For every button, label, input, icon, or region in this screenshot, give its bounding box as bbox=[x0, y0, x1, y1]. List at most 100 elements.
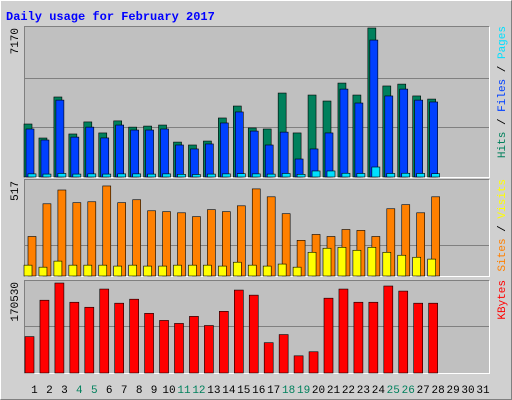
bar bbox=[251, 173, 261, 178]
bar bbox=[249, 130, 259, 178]
x-tick-label: 11 bbox=[177, 385, 191, 397]
bar bbox=[431, 173, 440, 178]
bar bbox=[42, 203, 52, 277]
x-tick-label: 2 bbox=[46, 385, 53, 397]
bar bbox=[40, 139, 50, 178]
x-tick-label: 10 bbox=[162, 385, 175, 397]
bar bbox=[413, 302, 424, 374]
x-tick-label: 15 bbox=[237, 385, 250, 397]
x-tick-label: 1 bbox=[31, 385, 38, 397]
bar bbox=[175, 144, 184, 178]
bar bbox=[219, 311, 229, 374]
bar bbox=[218, 265, 227, 277]
bar bbox=[143, 265, 152, 277]
bar bbox=[147, 173, 156, 178]
bar bbox=[427, 258, 436, 277]
bar bbox=[99, 288, 110, 374]
bar bbox=[277, 263, 287, 277]
x-tick-label: 29 bbox=[446, 385, 459, 397]
bar bbox=[412, 256, 422, 277]
bar bbox=[383, 285, 394, 374]
x-tick-label: 9 bbox=[151, 385, 158, 397]
x-tick-label: 7 bbox=[121, 385, 128, 397]
bar bbox=[188, 264, 197, 277]
bar bbox=[353, 301, 364, 374]
x-tick-label: 12 bbox=[192, 385, 205, 397]
bar bbox=[57, 173, 67, 178]
plot-border-light bbox=[24, 26, 490, 178]
bar bbox=[248, 294, 259, 374]
bar bbox=[204, 325, 214, 374]
bar bbox=[72, 173, 82, 178]
bar bbox=[100, 137, 110, 178]
x-tick-label: 26 bbox=[402, 385, 415, 397]
x-tick-label: 6 bbox=[106, 385, 113, 397]
bar bbox=[399, 88, 409, 178]
legend-entry: Hits bbox=[497, 132, 509, 158]
y-tick-label: 7170 bbox=[10, 28, 22, 54]
bar bbox=[132, 173, 141, 178]
legend: Sites / Visits bbox=[497, 179, 509, 271]
bar bbox=[384, 95, 394, 178]
bar bbox=[38, 266, 48, 277]
bar bbox=[281, 173, 291, 178]
legend-entry: Visits bbox=[497, 179, 509, 219]
legend-entry: Files bbox=[497, 79, 509, 112]
bar bbox=[162, 173, 171, 178]
bar bbox=[307, 251, 317, 277]
bar bbox=[144, 313, 154, 374]
x-tick-label: 21 bbox=[327, 385, 341, 397]
bar bbox=[311, 170, 321, 178]
bar bbox=[368, 301, 379, 374]
bar bbox=[207, 173, 216, 178]
bar bbox=[25, 128, 35, 178]
legend-entry: Sites bbox=[497, 238, 509, 271]
bar bbox=[234, 289, 244, 374]
bar bbox=[266, 173, 276, 178]
legend: KBytes bbox=[497, 280, 509, 320]
bar bbox=[83, 264, 93, 277]
bar bbox=[192, 174, 201, 178]
x-tick-label: 13 bbox=[207, 385, 220, 397]
bar bbox=[98, 264, 108, 277]
bar bbox=[115, 124, 124, 178]
x-tick-label: 3 bbox=[61, 385, 68, 397]
bar bbox=[203, 264, 212, 277]
bar bbox=[114, 302, 124, 374]
bar bbox=[338, 288, 349, 374]
bar bbox=[341, 172, 351, 178]
bar bbox=[68, 264, 78, 277]
bar bbox=[323, 297, 334, 374]
bar bbox=[190, 148, 199, 178]
bar bbox=[39, 299, 50, 374]
bar bbox=[84, 306, 95, 374]
legend-separator: / bbox=[497, 112, 509, 132]
x-tick-label: 27 bbox=[417, 385, 430, 397]
plot-border-light bbox=[24, 280, 490, 374]
bar bbox=[23, 264, 33, 277]
bar bbox=[54, 282, 65, 374]
plot-border-dark bbox=[24, 179, 490, 277]
bar bbox=[117, 173, 126, 178]
bar bbox=[205, 143, 214, 178]
bar bbox=[398, 290, 409, 374]
x-tick-label: 16 bbox=[252, 385, 265, 397]
x-tick-label: 31 bbox=[476, 385, 490, 397]
bar bbox=[266, 196, 276, 277]
x-tick-label: 23 bbox=[357, 385, 370, 397]
bar bbox=[102, 173, 112, 178]
bar bbox=[382, 251, 392, 277]
bar bbox=[369, 39, 379, 178]
bar bbox=[428, 302, 438, 374]
bar bbox=[69, 301, 80, 374]
y-tick-label: 170530 bbox=[10, 282, 22, 322]
bar bbox=[292, 266, 302, 277]
bar bbox=[278, 334, 289, 374]
bar bbox=[337, 247, 347, 277]
bar bbox=[173, 264, 182, 277]
bar bbox=[130, 129, 139, 178]
legend-separator: / bbox=[497, 219, 509, 239]
x-tick-label: 20 bbox=[312, 385, 325, 397]
bar bbox=[87, 173, 97, 178]
bar bbox=[117, 202, 126, 277]
